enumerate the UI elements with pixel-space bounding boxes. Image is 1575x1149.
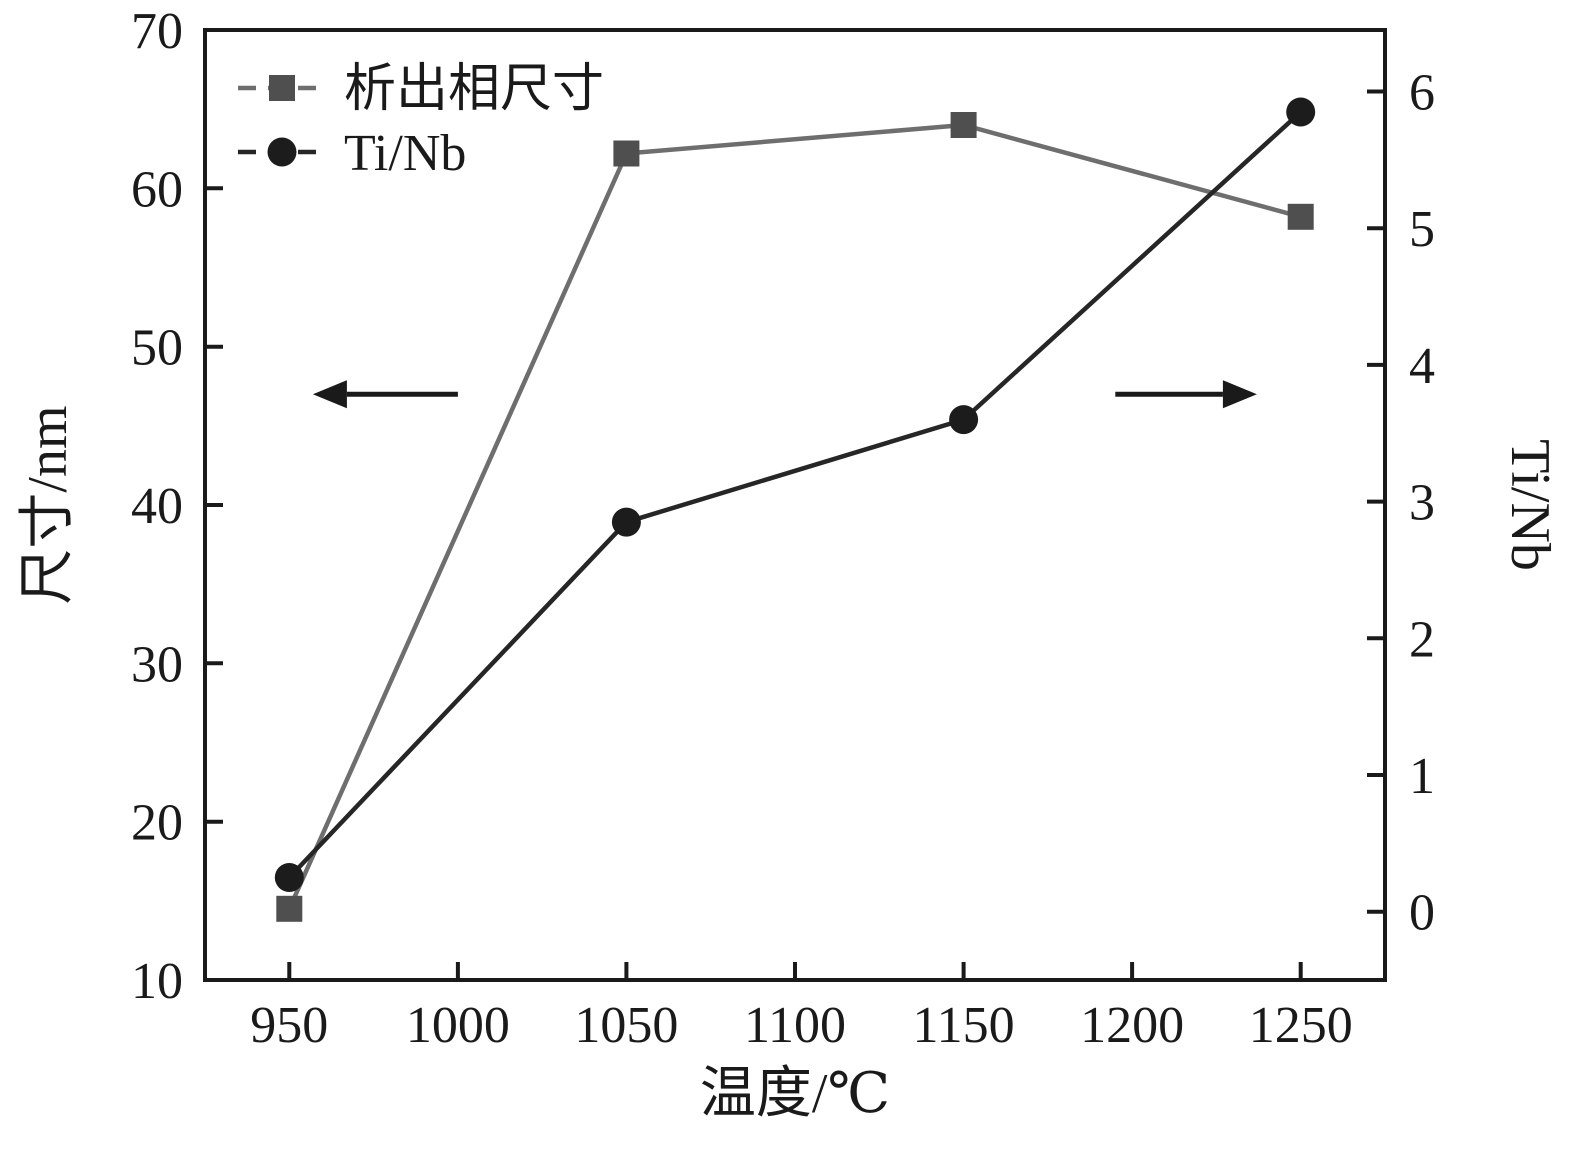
square-marker [613, 140, 640, 167]
square-marker [1287, 203, 1314, 230]
left-y-tick-label: 30 [131, 636, 183, 693]
legend-entry: 析出相尺寸 [238, 61, 604, 118]
x-tick-label: 1050 [574, 997, 678, 1054]
right-y-axis: 0 1 2 3 4 5 6 [1367, 65, 1435, 942]
legend: 析出相尺寸 Ti/Nb [238, 61, 604, 182]
x-axis-label: 温度/℃ [700, 1063, 890, 1125]
x-tick-label: 1100 [744, 997, 846, 1054]
arrow-head [312, 380, 347, 409]
legend-circle-marker [267, 137, 297, 167]
square-marker [276, 895, 303, 922]
x-axis: 950 1000 1050 1100 1150 1200 1250 [250, 962, 1353, 1054]
circle-marker [611, 507, 641, 537]
x-tick-label: 1150 [913, 997, 1015, 1054]
series-line [287, 110, 1303, 880]
right-y-tick-label: 1 [1409, 748, 1435, 805]
x-tick-label: 950 [250, 997, 328, 1054]
right-y-tick-label: 0 [1409, 885, 1435, 942]
square-marker [950, 112, 977, 138]
legend-square-marker [269, 75, 295, 101]
series-line [287, 122, 1302, 910]
circle-marker [274, 863, 304, 892]
left-y-tick-label: 70 [131, 3, 183, 60]
series-precipitate-size [276, 112, 1314, 922]
left-y-tick-label: 10 [131, 953, 183, 1010]
legend-label: Ti/Nb [344, 125, 466, 182]
left-y-tick-label: 20 [131, 795, 183, 852]
left-y-tick-label: 50 [131, 320, 183, 377]
series-ti-nb [274, 97, 1316, 892]
right-axis-arrow [1115, 380, 1257, 409]
right-y-tick-label: 2 [1409, 611, 1435, 668]
legend-label: 析出相尺寸 [344, 61, 604, 118]
arrow-head [1222, 380, 1257, 409]
legend-entry: Ti/Nb [238, 125, 466, 182]
circle-marker [1286, 97, 1316, 127]
right-y-tick-label: 4 [1409, 338, 1435, 395]
circle-marker [949, 405, 979, 435]
left-axis-arrow [312, 380, 458, 409]
right-y-axis-label: Ti/Nb [1499, 439, 1561, 571]
x-tick-label: 1000 [406, 997, 510, 1054]
left-y-tick-label: 40 [131, 478, 183, 535]
left-y-axis: 10 20 30 40 50 60 70 [131, 3, 223, 1010]
x-tick-label: 1200 [1080, 997, 1184, 1054]
right-y-tick-label: 6 [1409, 65, 1435, 122]
right-y-tick-label: 3 [1409, 475, 1435, 532]
left-y-tick-label: 60 [131, 161, 183, 218]
x-tick-label: 1250 [1249, 997, 1353, 1054]
left-y-axis-label: 尺寸/nm [17, 405, 79, 604]
right-y-tick-label: 5 [1409, 201, 1435, 258]
